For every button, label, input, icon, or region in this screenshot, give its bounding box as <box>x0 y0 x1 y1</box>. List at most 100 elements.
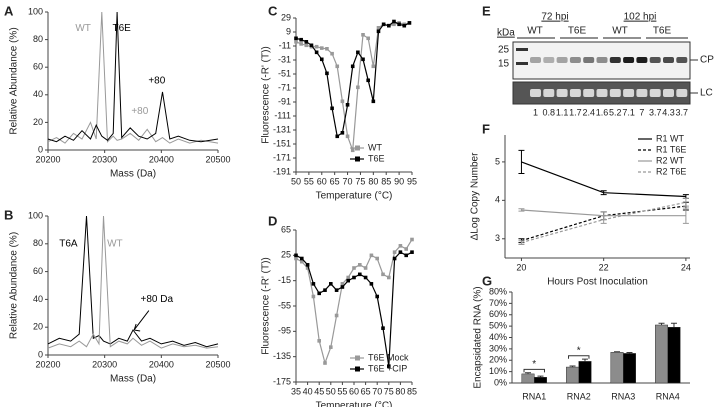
x-tick-label: 75 <box>355 176 365 186</box>
y-axis-label: ΔLog Copy Number <box>470 152 481 241</box>
timepoint-label: 72 hpi <box>541 12 568 23</box>
point <box>363 275 368 280</box>
point <box>358 272 362 277</box>
point <box>309 43 314 48</box>
point <box>314 50 319 55</box>
point <box>305 263 310 267</box>
point <box>294 253 298 258</box>
bar <box>655 324 668 384</box>
point <box>402 23 407 28</box>
point <box>311 282 316 286</box>
point <box>299 42 303 46</box>
bar <box>521 373 535 384</box>
error-bar <box>658 322 665 325</box>
y-tick-label: 0 <box>38 349 43 359</box>
point <box>335 64 340 69</box>
x-tick-label: 20400 <box>149 359 174 369</box>
bar <box>578 361 592 384</box>
bar <box>623 353 636 384</box>
y-tick-label: 100 <box>28 210 43 220</box>
y-tick-label: -191 <box>273 166 291 176</box>
x-tick-label: RNA3 <box>611 391 635 401</box>
point <box>387 275 391 280</box>
y-tick-label: 29 <box>281 12 291 22</box>
lc-band <box>649 89 661 97</box>
y-tick-label: 80 <box>33 238 43 248</box>
x-axis-label: Mass (Da) <box>110 169 156 180</box>
cp-band <box>609 57 621 63</box>
panel-label: B <box>4 207 13 222</box>
x-tick-label: 80 <box>368 176 378 186</box>
y-tick-label: 0% <box>494 377 507 387</box>
point <box>371 99 376 104</box>
y-axis-label: Encapsidated RNA (%) <box>473 286 484 388</box>
x-tick-label: 50 <box>291 176 301 186</box>
point <box>350 148 355 153</box>
legend-marker <box>355 366 360 372</box>
lc-band <box>569 89 581 97</box>
y-tick-label: -55 <box>278 300 291 310</box>
quantification: 4.3 <box>662 107 675 117</box>
point <box>352 266 356 270</box>
x-tick-label: 60 <box>349 386 359 396</box>
band-label: LC <box>700 88 713 99</box>
quantification: 7.1 <box>622 107 635 117</box>
point <box>335 134 340 139</box>
legend-label: T6E <box>368 153 385 163</box>
point <box>346 278 350 283</box>
x-tick-label: 55 <box>337 386 347 396</box>
point <box>363 266 368 270</box>
x-tick-label: 40 <box>303 386 313 396</box>
y-tick-label: 50% <box>489 321 507 331</box>
point <box>317 291 321 296</box>
legend-label: R1 WT <box>656 133 685 143</box>
x-tick-label: 65 <box>361 386 371 396</box>
point <box>392 19 396 24</box>
point <box>294 40 298 44</box>
y-tick-label: -11 <box>279 40 291 50</box>
y-tick-label: 60% <box>489 309 507 319</box>
y-tick-label: 20 <box>33 322 43 332</box>
quantification: 1.1 <box>556 107 569 117</box>
series-line <box>47 215 219 348</box>
point <box>314 44 319 49</box>
x-tick-label: 20200 <box>35 359 60 369</box>
y-tick-label: 70% <box>489 298 507 308</box>
bar <box>667 327 681 384</box>
x-axis-label: Temperature (°C) <box>316 191 393 202</box>
y-tick-label: -95 <box>278 326 291 336</box>
x-tick-label: 95 <box>407 176 417 186</box>
y-tick-label: 65 <box>281 224 291 234</box>
error-bar <box>518 208 525 212</box>
cp-band <box>583 57 595 63</box>
point <box>334 288 339 292</box>
annotation: WT <box>75 23 91 34</box>
cp-band <box>556 57 568 63</box>
legend-label: T6E Mock <box>368 352 409 362</box>
panel-label: C <box>268 3 278 18</box>
error-bar <box>600 215 607 224</box>
point <box>397 22 401 27</box>
x-tick-label: RNA1 <box>522 391 546 401</box>
y-tick-label: 60 <box>33 266 43 276</box>
point <box>356 50 360 55</box>
point <box>387 23 391 28</box>
quantification: 5.2 <box>609 107 622 117</box>
point <box>376 26 381 30</box>
point <box>294 36 298 41</box>
point <box>325 47 329 51</box>
point <box>410 237 414 242</box>
x-tick-label: 20400 <box>149 154 174 164</box>
point <box>340 282 345 286</box>
error-bar <box>518 149 525 174</box>
annotation: +80 <box>131 106 148 117</box>
lc-band <box>609 89 621 97</box>
quantification: 1 <box>533 107 538 117</box>
group-label: T6E <box>653 26 672 37</box>
point <box>392 250 397 254</box>
y-tick-label: 40% <box>489 332 507 342</box>
marker-band <box>516 48 528 51</box>
arrow <box>133 310 150 332</box>
y-tick-label: -111 <box>274 110 291 120</box>
quantification: 3.7 <box>649 107 662 117</box>
